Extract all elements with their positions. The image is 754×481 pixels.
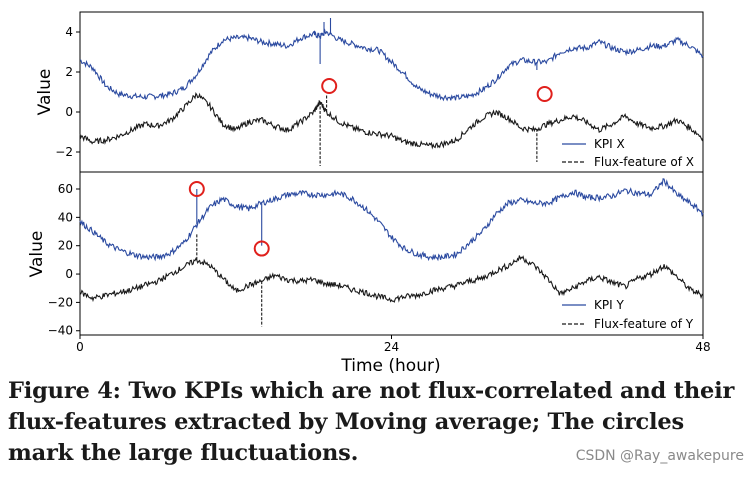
legend-kpi-y: KPI Y Flux-feature of Y [562,298,694,331]
y-ticks: −2 0 2 4 [55,25,80,159]
fluctuation-circle-marker [321,78,338,94]
series-line-kpi [79,178,704,262]
y-tick-label: −2 [55,145,73,159]
x-ticks: 0 24 48 [76,335,711,354]
fluctuation-circle-marker [253,240,270,257]
x-tick-label: 24 [384,340,399,354]
x-tick-label: 0 [76,340,84,354]
legend-label-flux-x: Flux-feature of X [594,155,694,169]
x-tick-label: 48 [695,340,710,354]
y-axis-label: Value [35,69,55,116]
fluctuation-circle-marker [536,86,553,102]
x-axis-label: Time (hour) [340,356,440,376]
panel-kpi-x: −2 0 2 4 Value KPI X Flux-feature of X [35,11,704,173]
watermark: CSDN @Ray_awakepure [575,448,744,464]
y-axis-label: Value [27,231,47,278]
figure-caption: Figure 4: Two KPIs which are not flux-co… [8,378,735,466]
y-tick-label: 2 [65,65,73,79]
fluctuation-circle-marker [188,181,205,198]
panel-kpi-y: −40 −20 0 20 40 60 Value KPI Y Flux-feature o… [27,171,704,338]
series-line-kpi [79,28,704,102]
y-tick-label: 4 [65,25,73,39]
series-line-flux [79,255,704,303]
y-tick-label: −40 [48,324,73,338]
series-layer [79,18,704,166]
series-line-flux [79,92,704,150]
y-tick-label: 40 [58,210,73,224]
y-tick-label: −20 [48,295,73,309]
series-layer [79,178,704,327]
legend-label-kpi-x: KPI X [594,137,625,151]
y-tick-label: 60 [58,182,73,196]
y-ticks: −40 −20 0 20 40 60 [48,182,80,338]
legend-label-flux-y: Flux-feature of Y [594,317,694,331]
y-tick-label: 20 [58,239,73,253]
legend-label-kpi-y: KPI Y [594,298,624,312]
y-tick-label: 0 [65,267,73,281]
legend-kpi-x: KPI X Flux-feature of X [562,137,694,169]
y-tick-label: 0 [65,105,73,119]
panel-frame [79,11,704,173]
